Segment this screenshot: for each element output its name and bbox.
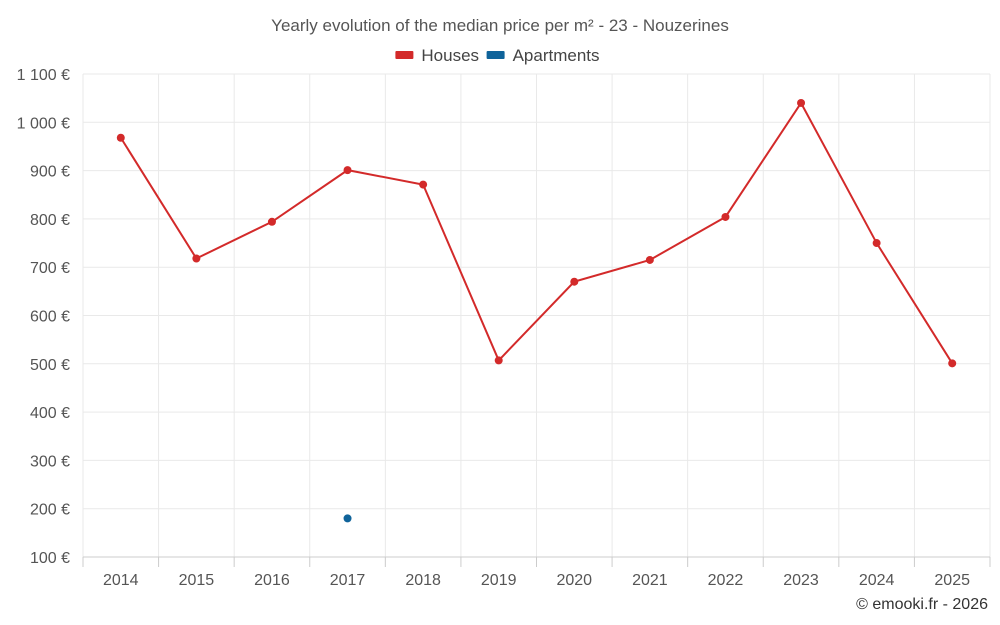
x-axis: 2014 2015 2016 2017 2018 2019 2020 2021 2022 2023… [82,556,991,589]
y-axis: 100 € 200 € 300 € 400 € 500 € 600 € 700 € 800 €… [17,67,70,567]
data-point[interactable] [721,212,730,221]
x-tick-label: 2018 [405,572,441,589]
x-tick-label: 2019 [481,572,517,589]
legend-label: Houses [421,46,479,65]
y-tick-label: 1 100 € [17,67,70,84]
y-tick-label: 100 € [30,550,70,567]
credit-text: © emooki.fr - 2026 [856,596,988,613]
y-tick-label: 400 € [30,405,70,422]
y-tick-label: 700 € [30,260,70,277]
x-tick-label: 2022 [708,572,744,589]
x-tick-label: 2021 [632,572,668,589]
data-point[interactable] [570,277,579,286]
y-tick-label: 800 € [30,212,70,229]
x-tick-label: 2016 [254,572,290,589]
data-point[interactable] [192,254,201,263]
series-houses [116,98,957,368]
legend-item-houses[interactable]: Houses [395,46,479,65]
y-tick-label: 900 € [30,164,70,181]
series-group [116,98,957,523]
data-point[interactable] [645,255,654,264]
series-line-houses [119,101,954,364]
legend-swatch [486,51,505,59]
y-tick-label: 600 € [30,309,70,326]
y-tick-label: 300 € [30,453,70,470]
data-point[interactable] [419,180,428,189]
data-point[interactable] [948,359,957,368]
data-point[interactable] [343,166,352,175]
legend-label: Apartments [513,46,600,65]
data-point[interactable] [343,514,352,523]
data-point[interactable] [872,239,881,248]
chart-title: Yearly evolution of the median price per… [271,16,729,35]
x-tick-label: 2024 [859,572,895,589]
x-tick-label: 2014 [103,572,139,589]
x-tick-label: 2025 [934,572,970,589]
grid [82,73,991,558]
series-apartments [343,514,352,523]
x-tick-label: 2020 [556,572,592,589]
y-tick-label: 1 000 € [17,115,70,132]
legend-swatch [395,51,414,59]
data-point[interactable] [267,217,276,226]
x-tick-label: 2015 [179,572,215,589]
x-tick-label: 2023 [783,572,819,589]
x-tick-label: 2017 [330,572,366,589]
legend[interactable]: Houses Apartments [395,46,600,65]
data-point[interactable] [116,133,125,142]
legend-item-apartments[interactable]: Apartments [486,46,600,65]
data-point[interactable] [797,98,806,107]
data-point[interactable] [494,356,503,365]
y-tick-label: 200 € [30,502,70,519]
y-tick-label: 500 € [30,357,70,374]
